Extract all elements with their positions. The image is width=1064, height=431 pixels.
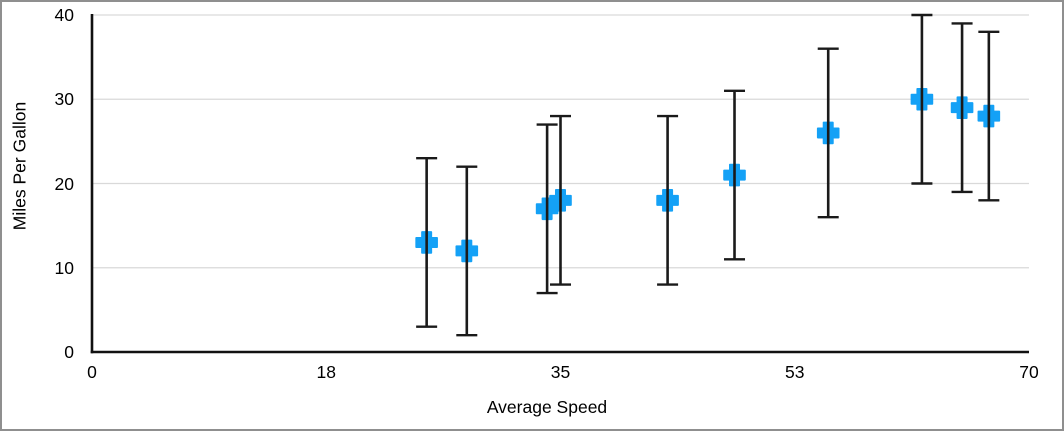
x-tick-label: 53 (785, 362, 805, 382)
y-tick-label: 20 (54, 173, 74, 194)
x-axis-title: Average Speed (486, 397, 608, 417)
y-tick-label: 40 (54, 5, 74, 25)
y-tick-label: 0 (64, 342, 74, 362)
x-tick-label: 18 (316, 362, 336, 382)
x-tick-label: 0 (87, 362, 97, 382)
x-tick-label: 70 (1019, 362, 1039, 382)
x-tick-label: 35 (550, 362, 571, 382)
y-tick-label: 30 (54, 89, 74, 110)
y-tick-label: 10 (54, 257, 74, 278)
